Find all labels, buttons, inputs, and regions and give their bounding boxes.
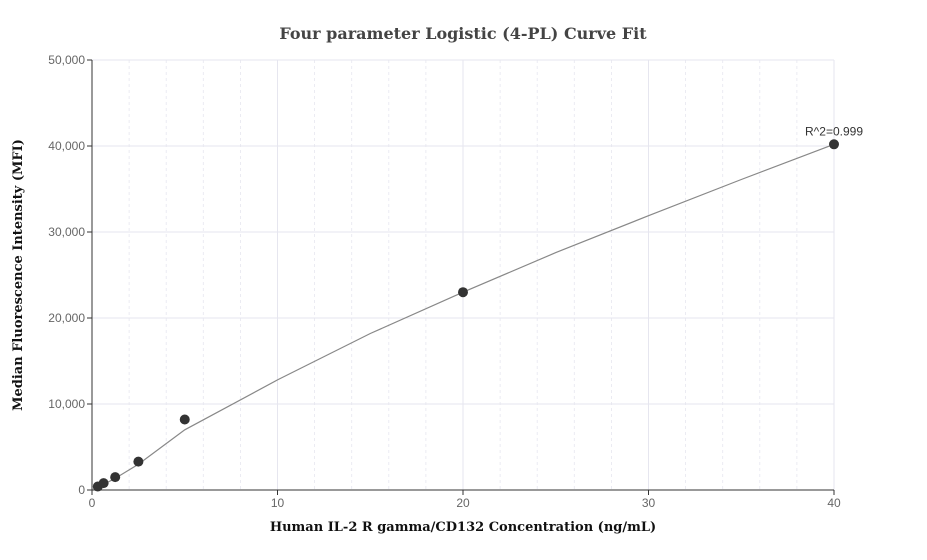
tick-labels: 0 10 20 30 40 0 10,000 20,000 30,000 40,000 50,000 xyxy=(48,53,841,510)
x-tick-label: 40 xyxy=(827,496,841,510)
y-tick-label: 40,000 xyxy=(48,139,85,153)
data-point xyxy=(133,456,144,467)
y-tick-label: 50,000 xyxy=(48,53,85,67)
axes xyxy=(87,59,835,495)
x-tick-label: 0 xyxy=(89,496,96,510)
data-point xyxy=(98,478,109,489)
x-tick-label: 20 xyxy=(456,496,470,510)
x-tick-label: 30 xyxy=(642,496,656,510)
x-axis-label: Human IL-2 R gamma/CD132 Concentration (… xyxy=(270,520,656,535)
y-tick-label: 20,000 xyxy=(48,311,85,325)
y-tick-label: 10,000 xyxy=(48,397,85,411)
grid xyxy=(91,59,835,491)
fit-curve-group xyxy=(97,143,835,488)
r-squared-annotation: R^2=0.999 xyxy=(805,124,863,138)
y-axis-label: Median Fluorescence Intensity (MFI) xyxy=(11,139,26,411)
fit-curve xyxy=(97,143,835,488)
data-point xyxy=(829,139,839,150)
chart-title: Four parameter Logistic (4-PL) Curve Fit xyxy=(279,24,647,43)
data-point xyxy=(110,472,121,483)
y-tick-label: 0 xyxy=(78,483,85,497)
x-tick-label: 10 xyxy=(271,496,285,510)
data-point xyxy=(458,287,468,298)
y-tick-label: 30,000 xyxy=(48,225,85,239)
data-point xyxy=(179,414,190,425)
data-points xyxy=(92,139,839,492)
